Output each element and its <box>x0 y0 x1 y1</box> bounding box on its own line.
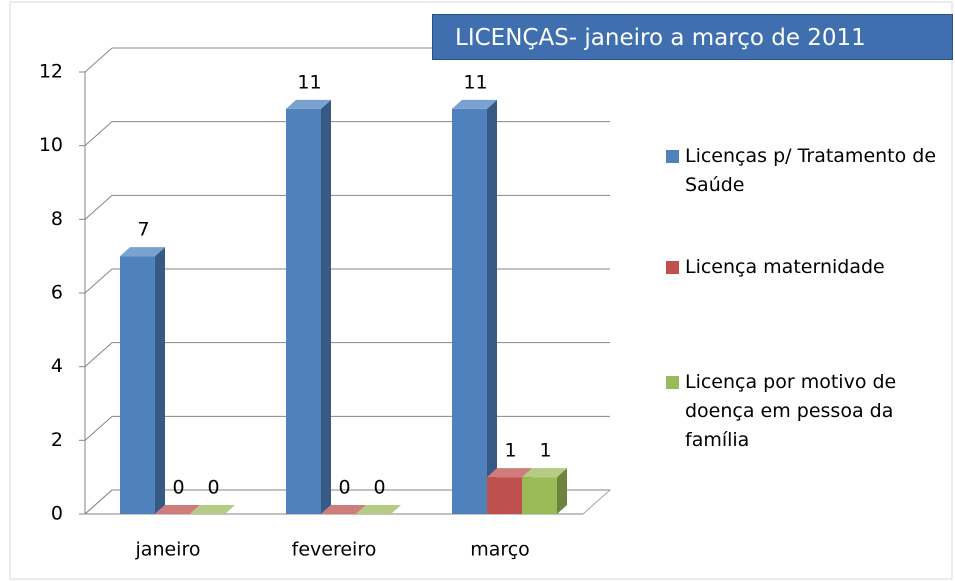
grid-line <box>84 268 113 294</box>
y-tick-label: 8 <box>51 208 63 230</box>
grid-line <box>84 342 113 368</box>
bar-top <box>487 468 532 478</box>
x-tick-label: janeiro <box>135 539 201 561</box>
chart-title: LICENÇAS- janeiro a março de 2011 <box>432 14 953 60</box>
y-tick-label: 10 <box>39 134 63 156</box>
y-tick-label: 0 <box>51 503 63 525</box>
legend-label: Licença por motivo de doença em pessoa d… <box>685 371 897 451</box>
grid-line <box>84 194 113 220</box>
data-label: 0 <box>373 477 385 499</box>
grid-line <box>84 489 113 515</box>
grid-line <box>84 121 113 147</box>
legend-label: Licença maternidade <box>685 256 885 278</box>
grid-line <box>84 47 113 73</box>
data-label: 1 <box>504 440 516 462</box>
bar-side <box>487 99 497 514</box>
grid-line <box>84 415 113 441</box>
bar <box>487 477 522 514</box>
legend-label: Licenças p/ Tratamento de Saúde <box>685 145 937 196</box>
bar-top <box>522 468 567 478</box>
bar-top <box>190 505 235 514</box>
bar-top <box>286 99 331 109</box>
data-label: 7 <box>137 219 149 241</box>
legend-swatch <box>666 261 679 274</box>
bar <box>522 477 557 514</box>
bar <box>452 108 487 514</box>
y-tick-label: 4 <box>51 355 63 377</box>
chart-frame <box>9 1 953 580</box>
data-label: 1 <box>539 440 551 462</box>
y-tick-label: 2 <box>51 429 63 451</box>
data-label: 11 <box>297 71 321 93</box>
data-label: 0 <box>207 477 219 499</box>
data-label: 11 <box>463 71 487 93</box>
data-label: 0 <box>338 477 350 499</box>
bar <box>120 256 155 514</box>
bar-top <box>120 247 165 257</box>
bar-top <box>356 505 401 514</box>
x-tick-label: fevereiro <box>292 539 377 561</box>
bar-top <box>321 505 366 514</box>
legend-swatch <box>666 150 679 163</box>
bar-side <box>321 99 331 514</box>
bar <box>286 108 321 514</box>
bar-side <box>155 247 165 514</box>
bar-top <box>155 505 200 514</box>
bar-side <box>557 468 567 514</box>
bar-top <box>452 99 497 109</box>
x-tick-label: março <box>470 539 530 561</box>
y-tick-label: 12 <box>39 61 63 83</box>
data-label: 0 <box>172 477 184 499</box>
y-tick-label: 6 <box>51 282 63 304</box>
legend-swatch <box>666 376 679 389</box>
